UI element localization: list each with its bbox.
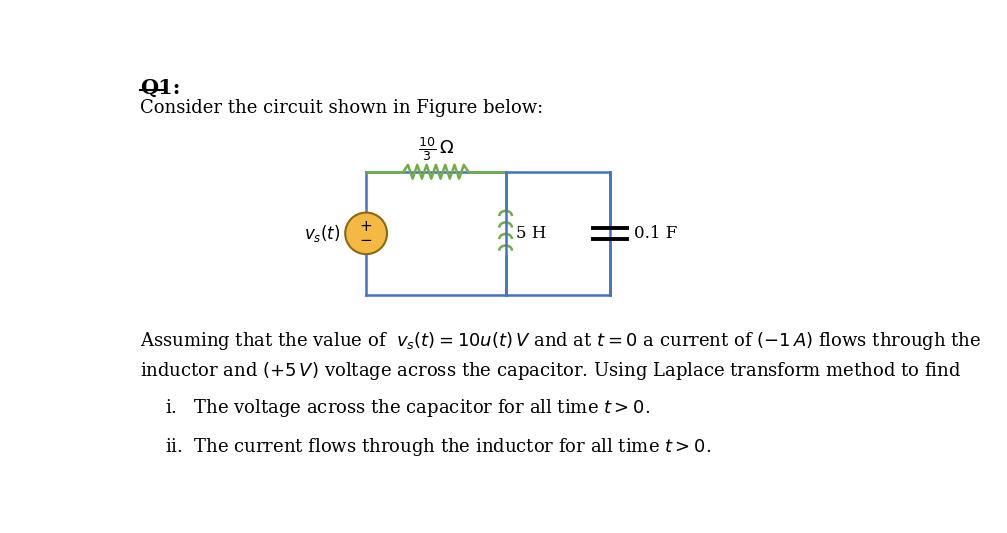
Text: 0.1 F: 0.1 F [633,225,677,242]
Text: Consider the circuit shown in Figure below:: Consider the circuit shown in Figure bel… [140,99,543,117]
Text: inductor and $(+5\,V)$ voltage across the capacitor. Using Laplace transform met: inductor and $(+5\,V)$ voltage across th… [140,360,961,382]
Text: $\frac{10}{3}\,\Omega$: $\frac{10}{3}\,\Omega$ [418,135,454,163]
Text: Q1:: Q1: [140,78,180,98]
Text: 5 H: 5 H [517,225,547,242]
Text: +: + [359,219,373,234]
Text: Assuming that the value of  $v_s(t) = 10u(t)\,V$ and at $t = 0$ a current of $(-: Assuming that the value of $v_s(t) = 10u… [140,329,981,352]
Circle shape [345,213,387,254]
Text: ii.  The current flows through the inductor for all time $t > 0$.: ii. The current flows through the induct… [164,436,711,458]
Text: i.   The voltage across the capacitor for all time $t > 0$.: i. The voltage across the capacitor for … [164,398,650,419]
Text: −: − [359,233,373,248]
Text: $v_s(t)$: $v_s(t)$ [304,223,340,244]
